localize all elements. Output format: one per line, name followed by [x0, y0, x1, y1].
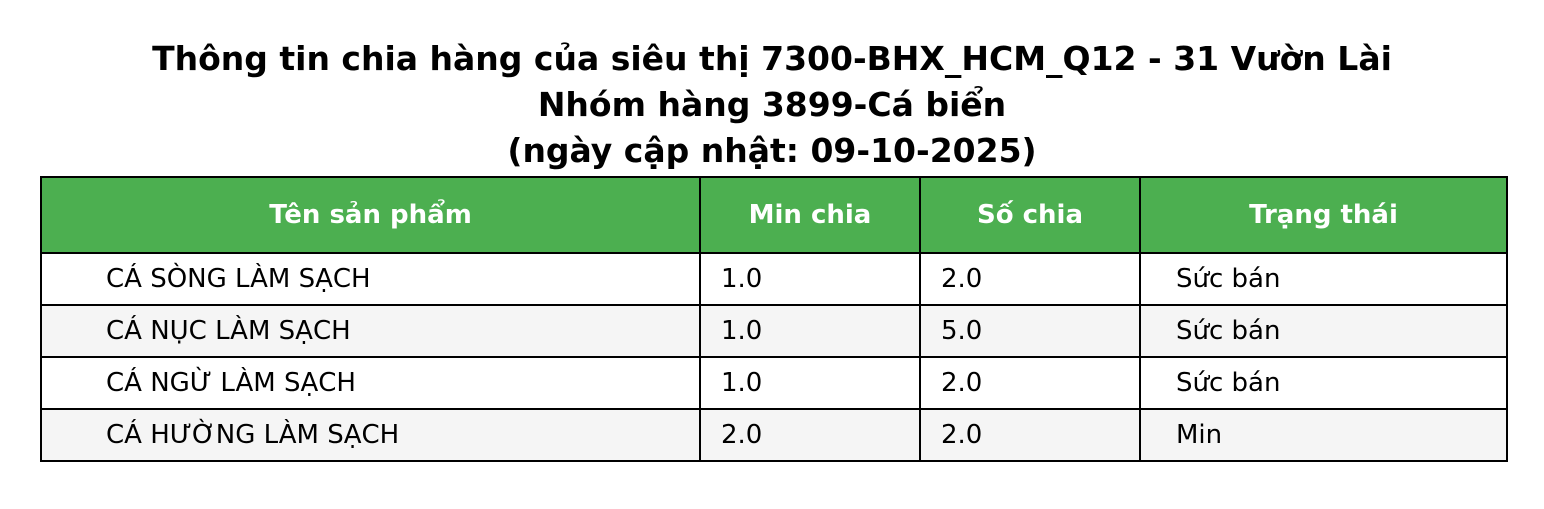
header-min-allocation: Min chia [699, 176, 921, 254]
table-row: CÁ NGỪ LÀM SẠCH 1.0 2.0 Sức bán [40, 356, 1508, 410]
table-row: CÁ HƯỜNG LÀM SẠCH 2.0 2.0 Min [40, 408, 1508, 462]
allocation-count-cell: 2.0 [919, 408, 1141, 462]
allocation-count-cell: 2.0 [919, 356, 1141, 410]
title-category-line: Nhóm hàng 3899-Cá biển [537, 85, 1007, 124]
product-name-cell: CÁ NGỪ LÀM SẠCH [40, 356, 701, 410]
status-cell: Sức bán [1139, 356, 1508, 410]
header-product-name: Tên sản phẩm [40, 176, 701, 254]
min-allocation-cell: 1.0 [699, 304, 921, 358]
header-status: Trạng thái [1139, 176, 1508, 254]
min-allocation-cell: 1.0 [699, 252, 921, 306]
status-cell: Sức bán [1139, 252, 1508, 306]
table-row: CÁ NỤC LÀM SẠCH 1.0 5.0 Sức bán [40, 304, 1508, 358]
product-name-cell: CÁ HƯỜNG LÀM SẠCH [40, 408, 701, 462]
min-allocation-cell: 2.0 [699, 408, 921, 462]
status-cell: Sức bán [1139, 304, 1508, 358]
title-store-line: Thông tin chia hàng của siêu thị 7300-BH… [152, 39, 1392, 78]
allocation-count-cell: 5.0 [919, 304, 1141, 358]
allocation-count-cell: 2.0 [919, 252, 1141, 306]
allocation-table: Tên sản phẩm Min chia Số chia Trạng thái… [40, 176, 1508, 462]
header-allocation-count: Số chia [919, 176, 1141, 254]
status-cell: Min [1139, 408, 1508, 462]
min-allocation-cell: 1.0 [699, 356, 921, 410]
table-row: CÁ SÒNG LÀM SẠCH 1.0 2.0 Sức bán [40, 252, 1508, 306]
title-date-line: (ngày cập nhật: 09-10-2025) [507, 131, 1037, 170]
product-name-cell: CÁ NỤC LÀM SẠCH [40, 304, 701, 358]
table-header-row: Tên sản phẩm Min chia Số chia Trạng thái [40, 176, 1508, 254]
page-title: Thông tin chia hàng của siêu thị 7300-BH… [0, 36, 1544, 174]
product-name-cell: CÁ SÒNG LÀM SẠCH [40, 252, 701, 306]
